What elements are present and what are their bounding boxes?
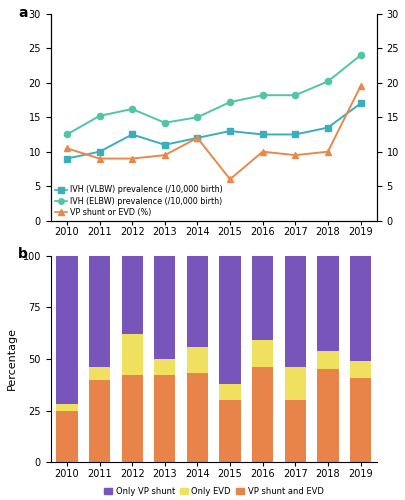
Bar — [89, 256, 110, 367]
Bar — [317, 369, 338, 462]
Bar — [154, 376, 175, 462]
Bar — [56, 256, 77, 404]
Bar — [349, 378, 370, 462]
Bar — [252, 256, 273, 340]
Bar — [284, 256, 305, 367]
Bar — [317, 256, 338, 350]
Bar — [252, 367, 273, 462]
Text: b: b — [18, 248, 28, 262]
Bar — [121, 376, 143, 462]
Bar — [219, 256, 240, 384]
Bar — [186, 346, 207, 374]
Y-axis label: Percentage: Percentage — [7, 328, 17, 390]
Text: a: a — [18, 6, 28, 20]
Bar — [154, 256, 175, 359]
Legend: Only VP shunt, Only EVD, VP shunt and EVD: Only VP shunt, Only EVD, VP shunt and EV… — [100, 484, 326, 500]
Bar — [121, 334, 143, 376]
Bar — [186, 374, 207, 462]
Legend: IVH (VLBW) prevalence (/10,000 birth), IVH (ELBW) prevalence (/10,000 birth), VP: IVH (VLBW) prevalence (/10,000 birth), I… — [55, 186, 222, 216]
Bar — [186, 256, 207, 346]
Bar — [89, 367, 110, 380]
Bar — [252, 340, 273, 367]
Bar — [219, 400, 240, 462]
Bar — [56, 404, 77, 410]
Bar — [317, 350, 338, 369]
Bar — [121, 256, 143, 334]
Bar — [89, 380, 110, 462]
Bar — [349, 361, 370, 378]
Bar — [154, 359, 175, 376]
Bar — [349, 256, 370, 361]
Bar — [284, 400, 305, 462]
Bar — [219, 384, 240, 400]
Bar — [56, 410, 77, 462]
Bar — [284, 367, 305, 400]
